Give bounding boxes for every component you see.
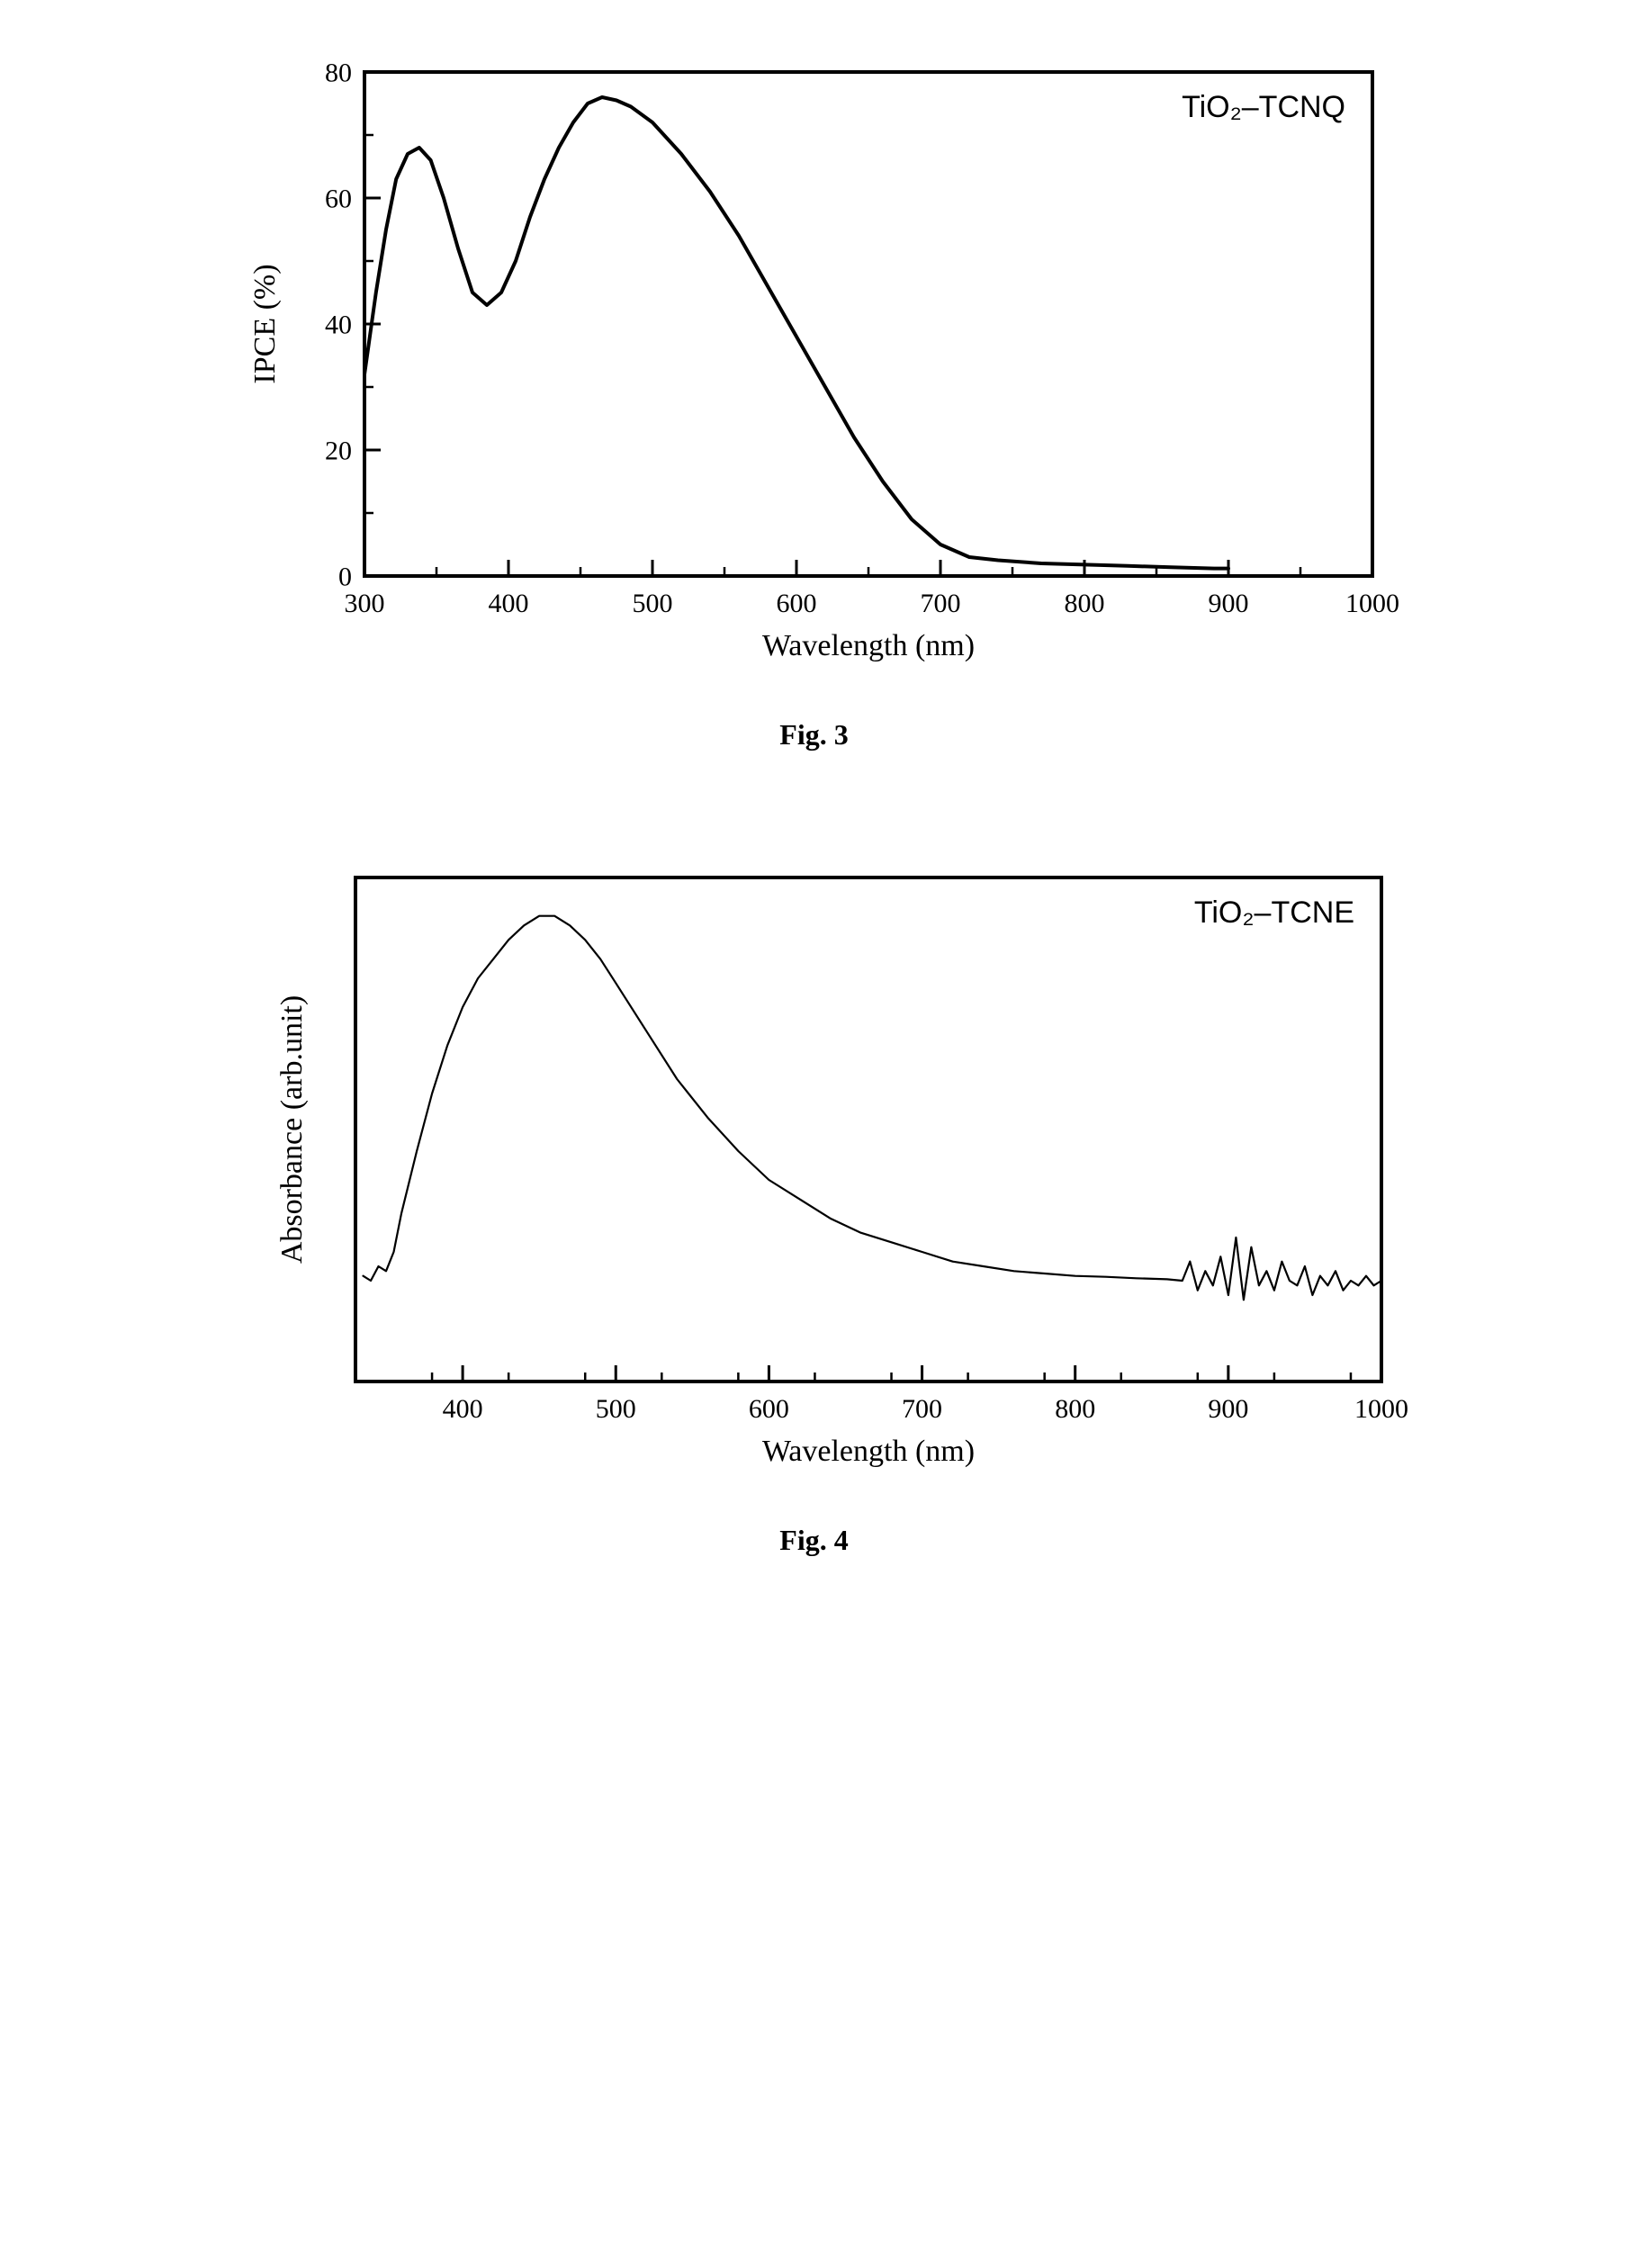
svg-text:IPCE (%): IPCE (%) (248, 264, 282, 383)
svg-text:700: 700 (902, 1394, 942, 1424)
svg-text:300: 300 (344, 589, 384, 618)
fig3-caption: Fig. 3 (779, 718, 848, 752)
svg-text:600: 600 (776, 589, 816, 618)
fig4-chart: 400 500 600 700 800 900 1000 Wavelength (nm) Abs… (220, 860, 1408, 1498)
fig3-chart: 300 400 500 600 700 800 900 1000 0 20 40 60 80 Wavele… (220, 54, 1408, 693)
svg-text:1000: 1000 (1345, 589, 1399, 618)
svg-text:600: 600 (748, 1394, 788, 1424)
svg-text:800: 800 (1064, 589, 1104, 618)
fig3-svg: 300 400 500 600 700 800 900 1000 0 20 40 60 80 Wavele… (220, 54, 1408, 693)
svg-text:0: 0 (338, 562, 352, 592)
svg-text:TiO₂–TCNQ: TiO₂–TCNQ (1182, 90, 1345, 124)
svg-text:1000: 1000 (1354, 1394, 1408, 1424)
svg-text:500: 500 (632, 589, 672, 618)
svg-text:900: 900 (1208, 589, 1248, 618)
svg-text:60: 60 (325, 184, 352, 214)
svg-text:40: 40 (325, 310, 352, 340)
svg-text:500: 500 (595, 1394, 635, 1424)
figure-3: 300 400 500 600 700 800 900 1000 0 20 40 60 80 Wavele… (36, 54, 1592, 752)
svg-text:400: 400 (442, 1394, 482, 1424)
svg-text:20: 20 (325, 436, 352, 466)
svg-text:400: 400 (488, 589, 528, 618)
svg-text:800: 800 (1055, 1394, 1095, 1424)
svg-text:TiO₂–TCNE: TiO₂–TCNE (1193, 896, 1354, 930)
svg-text:80: 80 (325, 58, 352, 88)
svg-text:Wavelength (nm): Wavelength (nm) (761, 629, 974, 662)
svg-text:700: 700 (920, 589, 960, 618)
fig4-caption: Fig. 4 (779, 1524, 848, 1557)
svg-text:Wavelength (nm): Wavelength (nm) (761, 1435, 974, 1468)
svg-text:Absorbance (arb.unit): Absorbance (arb.unit) (275, 995, 309, 1264)
figure-4: 400 500 600 700 800 900 1000 Wavelength (nm) Abs… (36, 860, 1592, 1557)
fig4-svg: 400 500 600 700 800 900 1000 Wavelength (nm) Abs… (220, 860, 1408, 1498)
svg-text:900: 900 (1208, 1394, 1248, 1424)
